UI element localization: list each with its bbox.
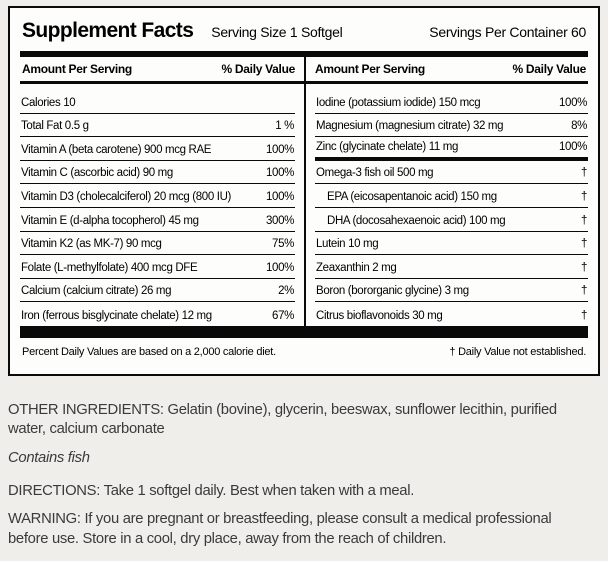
nutrient-name: Vitamin C (ascorbic acid) 90 mg: [21, 167, 173, 180]
nutrient-value: 8%: [571, 120, 587, 133]
nutrient-row: Vitamin A (beta carotene) 900 mcg RAE 10…: [20, 137, 295, 161]
nutrient-row: Vitamin D3 (cholecalciferol) 20 mcg (800…: [20, 184, 295, 208]
nutrient-name: Vitamin K2 (as MK-7) 90 mcg: [21, 238, 162, 251]
nutrient-name: Vitamin A (beta carotene) 900 mcg RAE: [21, 143, 212, 156]
nutrient-value: 100%: [265, 167, 294, 180]
servings-per-container: Servings Per Container 60: [429, 24, 586, 40]
nutrient-row: Magnesium (magnesium citrate) 32 mg 8%: [315, 114, 588, 138]
nutrient-row: Citrus bioflavonoids 30 mg †: [315, 302, 588, 326]
serving-size: Serving Size 1 Softgel: [211, 24, 343, 40]
nutrient-value: †: [580, 261, 587, 274]
nutrient-row: Vitamin E (d-alpha tocopherol) 45 mg 300…: [20, 208, 295, 232]
nutrient-value: †: [580, 214, 587, 227]
nutrient-table: Calories 10 Total Fat 0.5 g 1 % Vitamin …: [20, 84, 588, 326]
nutrient-value: †: [580, 167, 587, 180]
nutrient-row: Vitamin C (ascorbic acid) 90 mg 100%: [20, 161, 295, 185]
nutrient-row: Omega-3 fish oil 500 mg †: [315, 161, 588, 185]
nutrient-name: Citrus bioflavonoids 30 mg: [316, 309, 443, 322]
nutrient-name: DHA (docosahexaenoic acid) 100 mg: [327, 214, 506, 227]
other-ingredients-text: OTHER INGREDIENTS: Gelatin (bovine), gly…: [8, 401, 557, 438]
nutrient-name: Omega-3 fish oil 500 mg: [316, 167, 434, 180]
supplement-facts-header: Supplement Facts Serving Size 1 Softgel …: [20, 12, 588, 51]
nutrient-row: Iodine (potassium iodide) 150 mcg 100%: [315, 90, 588, 114]
page: Supplement Facts Serving Size 1 Softgel …: [0, 6, 608, 561]
nutrient-row: Vitamin K2 (as MK-7) 90 mcg 75%: [20, 232, 295, 256]
nutrient-name: Iron (ferrous bisglycinate chelate) 12 m…: [21, 309, 212, 322]
daily-value-header: % Daily Value: [512, 62, 587, 76]
nutrient-name: Calcium (calcium citrate) 26 mg: [21, 285, 172, 298]
nutrient-value: 2%: [278, 285, 294, 298]
nutrient-name: Calories 10: [21, 96, 76, 109]
nutrient-value: 1 %: [275, 120, 294, 133]
amount-per-serving-header: Amount Per Serving: [22, 62, 132, 76]
nutrient-value: 300%: [265, 214, 294, 227]
nutrient-column-left: Calories 10 Total Fat 0.5 g 1 % Vitamin …: [20, 84, 304, 326]
supplement-facts-panel: Supplement Facts Serving Size 1 Softgel …: [8, 6, 600, 376]
nutrient-value: 100%: [265, 261, 294, 274]
nutrient-row: DHA (docosahexaenoic acid) 100 mg †: [315, 208, 588, 232]
supplement-facts-title: Supplement Facts: [22, 19, 194, 42]
nutrient-name: Vitamin D3 (cholecalciferol) 20 mcg (800…: [21, 190, 232, 203]
column-header-rule: [20, 81, 588, 84]
nutrient-name: Iodine (potassium iodide) 150 mcg: [316, 96, 481, 109]
header-thick-rule: [20, 51, 588, 57]
nutrient-value: 100%: [265, 190, 294, 203]
warning-text: WARNING: If you are pregnant or breastfe…: [8, 511, 552, 547]
nutrient-column-right: Iodine (potassium iodide) 150 mcg 100% M…: [304, 84, 588, 326]
daily-value-header: % Daily Value: [221, 62, 296, 76]
nutrient-row: Zeaxanthin 2 mg †: [315, 255, 588, 279]
nutrient-value: 100%: [558, 96, 587, 109]
package-text: OTHER INGREDIENTS: Gelatin (bovine), gly…: [0, 376, 608, 549]
nutrient-row: EPA (eicosapentanoic acid) 150 mg †: [315, 184, 588, 208]
nutrient-value: 67%: [272, 309, 294, 322]
nutrient-row: Folate (L-methylfolate) 400 mcg DFE 100%: [20, 255, 295, 279]
nutrient-value: 75%: [272, 238, 294, 251]
nutrient-name: Total Fat 0.5 g: [21, 120, 89, 133]
column-headers: Amount Per Serving % Daily Value Amount …: [20, 57, 588, 81]
nutrient-value: †: [580, 238, 587, 251]
nutrient-value: †: [580, 309, 587, 322]
nutrient-value: †: [580, 190, 587, 203]
amount-per-serving-header: Amount Per Serving: [315, 62, 425, 76]
allergen-statement: Contains fish: [8, 450, 90, 466]
column-header-left: Amount Per Serving % Daily Value: [20, 57, 304, 81]
footnote: Percent Daily Values are based on a 2,00…: [20, 338, 588, 374]
nutrient-name: Boron (bororganic glycine) 3 mg: [316, 285, 469, 298]
nutrient-value: †: [580, 285, 587, 298]
footer-thick-rule: [20, 325, 588, 338]
nutrient-row: Calories 10: [20, 90, 295, 114]
nutrient-name: Folate (L-methylfolate) 400 mcg DFE: [21, 261, 198, 274]
nutrient-name: Zeaxanthin 2 mg: [316, 261, 397, 274]
nutrient-value: 100%: [558, 140, 587, 153]
nutrient-name: Vitamin E (d-alpha tocopherol) 45 mg: [21, 214, 199, 227]
nutrient-row: Zinc (glycinate chelate) 11 mg 100%: [315, 137, 588, 161]
column-header-right: Amount Per Serving % Daily Value: [304, 57, 588, 81]
nutrient-row: Lutein 10 mg †: [315, 232, 588, 256]
daily-value-footnote: Percent Daily Values are based on a 2,00…: [22, 345, 276, 358]
nutrient-name: Magnesium (magnesium citrate) 32 mg: [316, 120, 504, 133]
nutrient-row: Iron (ferrous bisglycinate chelate) 12 m…: [20, 302, 295, 326]
nutrient-row: Total Fat 0.5 g 1 %: [20, 114, 295, 138]
nutrient-row: Calcium (calcium citrate) 26 mg 2%: [20, 279, 295, 303]
nutrient-name: Lutein 10 mg: [316, 238, 379, 251]
dagger-footnote: † Daily Value not established.: [449, 345, 586, 358]
nutrient-row: Boron (bororganic glycine) 3 mg †: [315, 279, 588, 303]
directions-text: DIRECTIONS: Take 1 softgel daily. Best w…: [8, 482, 415, 499]
nutrient-name: Zinc (glycinate chelate) 11 mg: [316, 140, 459, 153]
nutrient-name: EPA (eicosapentanoic acid) 150 mg: [327, 190, 497, 203]
nutrient-value: 100%: [265, 143, 294, 156]
